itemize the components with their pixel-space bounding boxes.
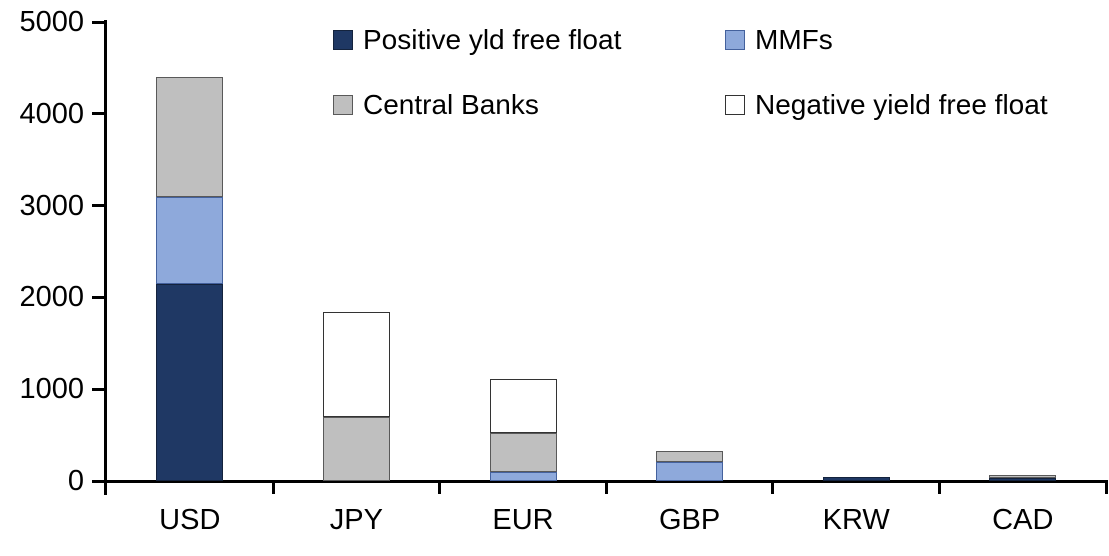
y-tick-mark bbox=[92, 387, 107, 391]
x-category-label-gbp: GBP bbox=[658, 504, 721, 536]
legend-label: Central Banks bbox=[363, 89, 539, 120]
x-category-label-eur: EUR bbox=[492, 504, 554, 536]
y-tick-label: 0 bbox=[67, 465, 84, 497]
bar-segment-gbp-2 bbox=[656, 450, 724, 462]
bar-segment-eur-2 bbox=[489, 432, 557, 472]
bar-segment-cad-2 bbox=[989, 475, 1057, 479]
legend-item-2: Central Banks bbox=[333, 90, 539, 120]
x-category-label-usd: USD bbox=[159, 504, 221, 536]
y-tick-label: 2000 bbox=[19, 281, 84, 314]
bar-segment-eur-1 bbox=[489, 471, 557, 481]
y-tick-mark bbox=[92, 204, 107, 208]
bar-segment-jpy-3 bbox=[322, 312, 390, 417]
bar-segment-krw-0 bbox=[822, 476, 890, 481]
y-tick-label: 3000 bbox=[19, 189, 84, 222]
y-axis-line bbox=[104, 20, 107, 495]
bar-segment-cad-0 bbox=[989, 478, 1057, 481]
x-category-label-jpy: JPY bbox=[329, 504, 383, 536]
x-tick-mark bbox=[771, 480, 775, 494]
x-tick-mark bbox=[604, 480, 608, 494]
y-tick-label: 4000 bbox=[19, 97, 84, 130]
legend-item-0: Positive yld free float bbox=[333, 25, 621, 55]
x-category-label-cad: CAD bbox=[992, 504, 1054, 536]
bar-segment-eur-3 bbox=[489, 379, 557, 433]
x-category-label-krw: KRW bbox=[822, 504, 890, 536]
legend-swatch-icon-1 bbox=[725, 30, 745, 50]
bar-segment-jpy-2 bbox=[322, 416, 390, 481]
bar-segment-usd-0 bbox=[156, 283, 224, 481]
y-tick-mark bbox=[92, 20, 107, 24]
legend-item-3: Negative yield free float bbox=[725, 90, 1048, 120]
y-tick-mark bbox=[92, 295, 107, 299]
legend-swatch-icon-2 bbox=[333, 95, 353, 115]
bar-segment-usd-2 bbox=[156, 77, 224, 198]
legend-swatch-icon-3 bbox=[725, 95, 745, 115]
x-tick-mark bbox=[438, 480, 442, 494]
legend-label: Positive yld free float bbox=[363, 24, 622, 55]
y-tick-label: 5000 bbox=[19, 6, 84, 38]
y-tick-mark bbox=[92, 112, 107, 116]
legend-swatch-icon-0 bbox=[333, 30, 353, 50]
y-tick-mark bbox=[92, 479, 107, 483]
bar-segment-usd-1 bbox=[156, 197, 224, 284]
bar-segment-gbp-1 bbox=[656, 461, 724, 481]
x-tick-mark bbox=[938, 480, 941, 494]
legend-item-1: MMFs bbox=[725, 25, 833, 55]
legend-label: MMFs bbox=[755, 24, 833, 55]
legend-label: Negative yield free float bbox=[755, 89, 1048, 120]
y-tick-label: 1000 bbox=[19, 373, 84, 406]
x-tick-mark bbox=[1104, 480, 1108, 494]
x-tick-mark bbox=[271, 480, 275, 494]
